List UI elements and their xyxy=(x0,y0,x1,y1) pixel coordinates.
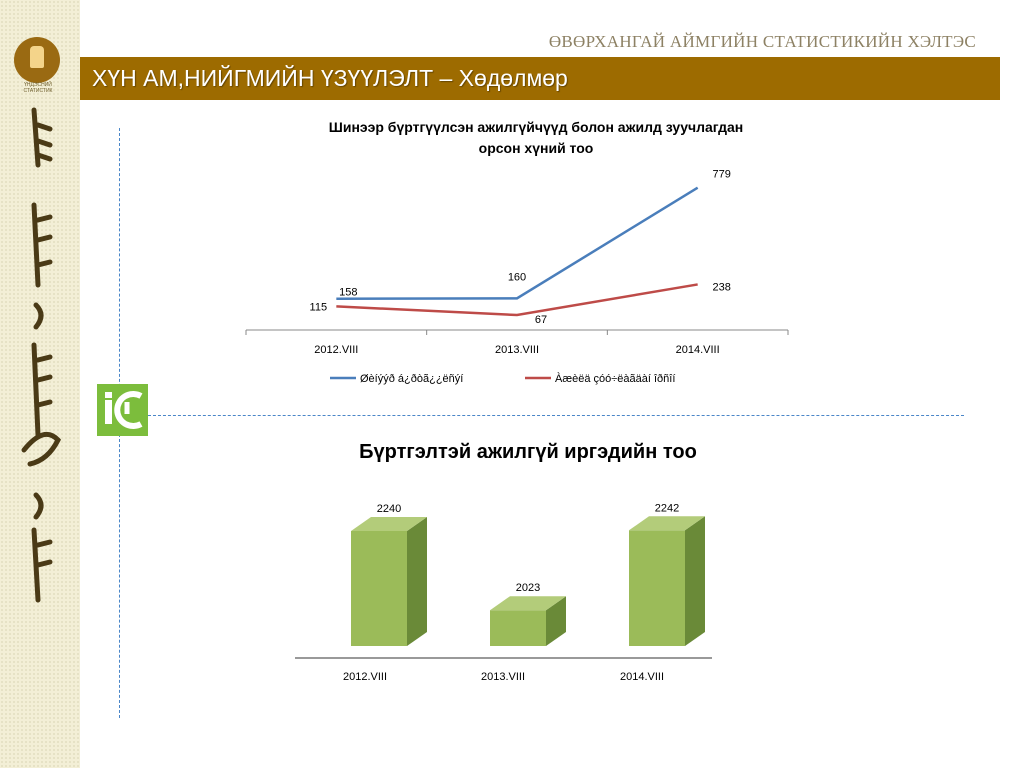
x-tick-label: 2013.VIII xyxy=(481,671,525,683)
mongolian-script-decoration xyxy=(21,107,62,603)
bar xyxy=(629,530,685,646)
x-tick-label: 2014.VIII xyxy=(620,671,664,683)
page-title: ХҮН АМ,НИЙГМИЙН ҮЗҮҮЛЭЛТ – Хөдөлмөр xyxy=(92,65,568,91)
legend-label: Àæèëä çóó÷ëàãäàí îðñîí xyxy=(555,372,675,385)
bar xyxy=(351,531,407,646)
line-chart: Шинээр бүртгүүлсэн ажилгүйчүүд болон ажи… xyxy=(245,119,789,385)
x-tick-label: 2012.VIII xyxy=(343,671,387,683)
bar-chart: Бүртгэлтэй ажилгүй иргэдийн тоо 2240 2023… xyxy=(295,441,712,683)
data-label: 115 xyxy=(310,301,328,313)
bar-side xyxy=(546,596,566,646)
bar-chart-title: Бүртгэлтэй ажилгүй иргэдийн тоо xyxy=(359,441,697,463)
data-label: 160 xyxy=(508,271,526,283)
data-label: 779 xyxy=(712,169,730,181)
data-label: 2242 xyxy=(655,502,679,514)
data-label: 2240 xyxy=(377,503,401,515)
data-label: 2023 xyxy=(516,582,540,594)
title-bar: ХҮН АМ,НИЙГМИЙН ҮЗҮҮЛЭЛТ – Хөдөлмөр xyxy=(80,57,1000,100)
bar-top xyxy=(351,517,427,531)
data-label: 67 xyxy=(535,314,547,326)
info-badge-icon xyxy=(97,384,148,436)
horizontal-divider xyxy=(148,415,964,416)
data-label: 158 xyxy=(339,287,357,299)
statistics-logo-icon xyxy=(14,37,60,83)
x-tick-label: 2013.VIII xyxy=(495,344,539,356)
x-tick-label: 2012.VIII xyxy=(314,344,358,356)
series-line-1 xyxy=(336,186,699,300)
bar-top xyxy=(490,596,566,611)
x-tick-label: 2014.VIII xyxy=(676,344,720,356)
bar-side xyxy=(685,516,705,646)
bar xyxy=(490,610,546,646)
data-label: 238 xyxy=(712,281,730,293)
organization-name: ӨВӨРХАНГАЙ АЙМГИЙН СТАТИСТИКИЙН ХЭЛТЭС xyxy=(548,32,976,51)
bar-side xyxy=(407,517,427,646)
legend-label: Øèíýýð á¿ðòã¿¿ëñýí xyxy=(360,373,463,385)
sidebar-decoration: ҮНДЭСНИЙ СТАТИСТИК xyxy=(0,0,80,768)
chart-title-line2: орсон хүний тоо xyxy=(479,140,594,156)
chart-title-line1: Шинээр бүртгүүлсэн ажилгүйчүүд болон ажи… xyxy=(329,119,743,135)
series-line-2 xyxy=(336,283,698,317)
logo-caption: ҮНДЭСНИЙ СТАТИСТИК xyxy=(23,82,53,94)
bar-top xyxy=(629,516,705,531)
